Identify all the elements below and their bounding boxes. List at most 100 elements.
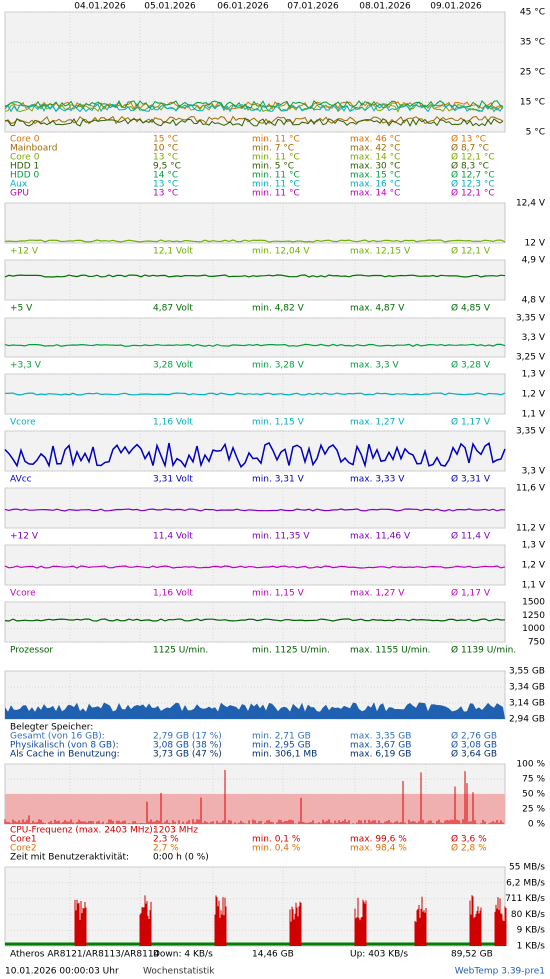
stat-cell: AVcc	[10, 475, 32, 485]
stat-cell: Zeit mit Benutzeraktivität:	[10, 853, 129, 863]
stat-cell: 89,52 GB	[451, 950, 493, 960]
axis-label: 1000	[522, 624, 545, 634]
stat-cell: Ø 3,31 V	[451, 474, 491, 485]
stat-cell: min. 11 °C	[252, 189, 300, 199]
axis-label: 3,55 GB	[509, 667, 545, 677]
stat-cell: 14 °C	[153, 171, 178, 181]
stat-cell: 1203 MHz	[153, 826, 198, 836]
axis-label: 12,4 V	[516, 199, 546, 209]
stat-cell: GPU	[10, 189, 29, 199]
stat-cell: Ø 1139 U/min.	[451, 645, 516, 656]
stat-cell: HDD 0	[10, 171, 39, 181]
stat-cell: 13 °C	[153, 189, 178, 199]
axis-label: 0 %	[528, 820, 546, 830]
stat-cell: max. 98,4 %	[350, 844, 407, 854]
stat-cell: 14,46 GB	[252, 950, 294, 960]
axis-label: 1 KB/s	[517, 942, 546, 952]
axis-label: 1,2 V	[522, 561, 546, 571]
graph-trace	[4, 565, 506, 569]
stat-cell: Ø 8,7 °C	[451, 143, 489, 154]
stat-cell: Ø 2,76 GB	[451, 731, 497, 742]
stat-cell: min. 1125 U/min.	[252, 646, 330, 656]
stat-cell: Ø 8,3 °C	[451, 161, 489, 172]
stat-cell: max. 1,27 V	[350, 589, 405, 599]
stat-cell: max. 4,87 V	[350, 304, 405, 314]
date-label: 04.01.2026	[74, 2, 126, 12]
stat-cell: +12 V	[10, 247, 39, 257]
stat-cell: Ø 2,8 %	[451, 843, 487, 854]
stat-cell: min. 4,82 V	[252, 304, 305, 314]
stat-cell: Ø 11,4 V	[451, 531, 491, 542]
footer-link[interactable]: Wochenstatistik	[143, 967, 215, 977]
stat-cell: max. 1155 U/min.	[350, 646, 431, 656]
stat-cell: 9,5 °C	[153, 162, 181, 172]
stat-cell: min. 3,31 V	[252, 475, 305, 485]
axis-label: 1500	[522, 598, 545, 608]
stat-cell: Core 0	[10, 135, 40, 145]
graph-area	[4, 259, 506, 301]
stat-cell: 0:00 h (0 %)	[153, 853, 209, 863]
stat-cell: min. 11 °C	[252, 180, 300, 190]
stat-cell: Mainboard	[10, 144, 57, 154]
stat-cell: Ø 12,1 °C	[451, 188, 495, 199]
stat-cell: max. 3,33 V	[350, 475, 405, 485]
axis-label: 1250	[522, 611, 545, 621]
stat-cell: Ø 13 °C	[451, 134, 486, 145]
stat-cell: max. 42 °C	[350, 144, 400, 154]
stat-cell: 3,73 GB (47 %)	[153, 750, 222, 760]
stat-cell: Ø 1,17 V	[451, 588, 491, 599]
axis-label: 80 KB/s	[511, 910, 545, 920]
stat-cell: 4,87 Volt	[153, 304, 193, 314]
axis-label: 12 V	[525, 239, 546, 249]
stat-cell: max. 99,6 %	[350, 835, 407, 845]
stat-cell: 2,3 %	[153, 835, 179, 845]
axis-label: 3,14 GB	[509, 699, 545, 709]
graph-trace	[4, 103, 504, 113]
graph-area	[4, 601, 506, 643]
graph-trace	[4, 274, 506, 278]
stat-cell: +5 V	[10, 304, 33, 314]
stat-cell: max. 3,67 GB	[350, 741, 411, 751]
stat-cell: 15 °C	[153, 135, 178, 145]
axis-label: 3,3 V	[522, 467, 546, 477]
stat-cell: min. 2,71 GB	[252, 732, 311, 742]
stat-cell: max. 14 °C	[350, 189, 400, 199]
stat-cell: max. 12,15 V	[350, 247, 411, 257]
axis-label: 25 %	[522, 805, 545, 815]
stat-cell: 11,4 Volt	[153, 532, 193, 542]
axis-label: 15 °C	[520, 98, 545, 108]
stat-cell: 2,79 GB (17 %)	[153, 732, 222, 742]
stat-cell: Ø 3,08 GB	[451, 740, 497, 751]
stat-cell: max. 30 °C	[350, 162, 400, 172]
stat-cell: Ø 12,3 °C	[451, 179, 495, 190]
stat-cell: CPU-Frequenz (max. 2403 MHz):	[10, 826, 156, 836]
axis-label: 11,6 V	[516, 484, 546, 494]
graph-trace	[4, 618, 506, 622]
stat-cell: 3,08 GB (38 %)	[153, 741, 222, 751]
footer-version[interactable]: WebTemp 3.39-pre1	[455, 967, 545, 977]
graph-trace	[4, 343, 506, 347]
stat-cell: Prozessor	[10, 646, 53, 656]
stat-cell: min. 3,28 V	[252, 361, 305, 371]
axis-label: 45 °C	[520, 8, 545, 18]
stat-cell: Ø 3,6 %	[451, 834, 487, 845]
axis-label: 3,35 V	[516, 427, 546, 437]
stat-cell: max. 3,3 V	[350, 361, 400, 371]
axis-label: 4,8 V	[522, 296, 546, 306]
stat-cell: Belegter Speicher:	[10, 723, 93, 733]
graph-area	[4, 487, 506, 529]
axis-label: 50 %	[522, 790, 545, 800]
stat-cell: min. 11 °C	[252, 153, 300, 163]
axis-label: 3,34 GB	[509, 683, 545, 693]
date-label: 08.01.2026	[359, 2, 411, 12]
stat-cell: 1125 U/min.	[153, 646, 208, 656]
stat-cell: min. 1,15 V	[252, 589, 305, 599]
graph-area	[4, 202, 506, 244]
stat-cell: max. 6,19 GB	[350, 750, 411, 760]
axis-label: 3,35 V	[516, 314, 546, 324]
axis-label: 1,3 V	[522, 370, 546, 380]
stat-cell: max. 15 °C	[350, 171, 400, 181]
stat-cell: Ø 12,7 °C	[451, 170, 495, 181]
axis-label: 1,1 V	[522, 581, 546, 591]
stat-cell: min. 11 °C	[252, 171, 300, 181]
